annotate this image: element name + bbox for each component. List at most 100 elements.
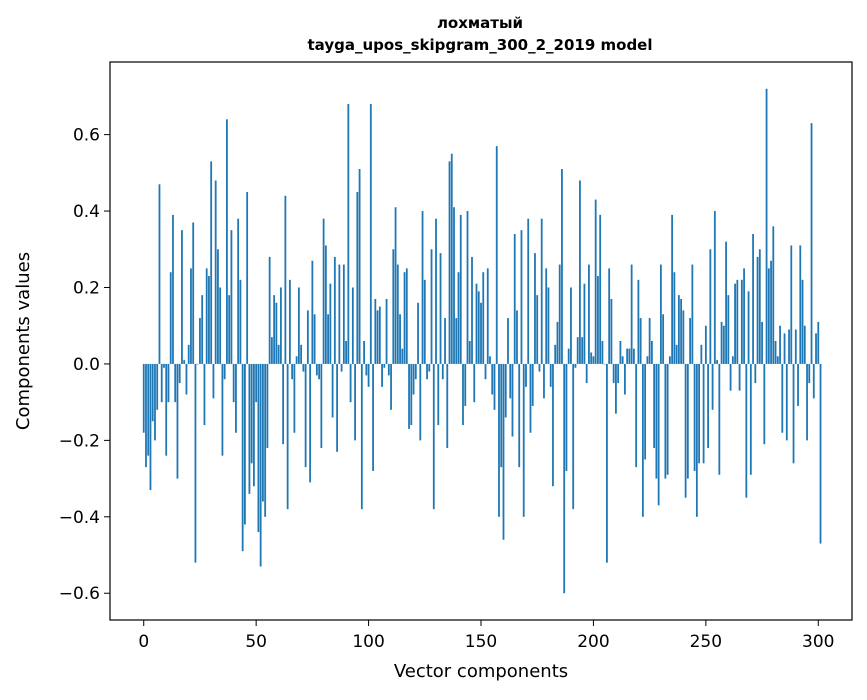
bar-109	[387, 363, 390, 376]
bar-204	[601, 341, 604, 364]
bar-248	[700, 344, 703, 364]
bar-138	[453, 207, 455, 364]
bar-83	[329, 283, 332, 364]
bar-149	[477, 291, 480, 364]
bar-194	[579, 180, 581, 364]
bar-10	[165, 363, 168, 456]
bar-278	[767, 268, 770, 364]
bar-120	[412, 363, 415, 395]
bar-79	[320, 363, 323, 449]
bar-49	[253, 363, 255, 487]
bar-26	[201, 295, 204, 364]
bar-119	[410, 363, 413, 426]
bar-174	[534, 253, 536, 364]
bar-268	[745, 363, 748, 498]
y-axis-ticks: −0.6 −0.4 −0.2 0.0 0.2 0.4 0.6	[59, 126, 110, 604]
bar-141	[459, 214, 462, 364]
bar-128	[430, 249, 433, 364]
bar-65	[288, 279, 291, 364]
bar-0	[142, 363, 145, 433]
bar-237	[675, 344, 678, 364]
bar-290	[794, 329, 797, 364]
bar-243	[689, 318, 692, 364]
bar-215	[626, 348, 629, 364]
bar-78	[318, 363, 321, 380]
bar-169	[522, 363, 525, 517]
bar-179	[545, 268, 548, 364]
bar-44	[241, 363, 244, 552]
bar-193	[576, 337, 579, 364]
bar-94	[354, 363, 356, 441]
bar-297	[810, 123, 813, 364]
bar-253	[711, 363, 714, 410]
bar-2	[147, 363, 150, 456]
bar-154	[489, 356, 491, 364]
bar-263	[734, 283, 736, 364]
bar-242	[686, 363, 689, 479]
bar-296	[808, 363, 811, 384]
bar-9	[163, 363, 165, 368]
bar-45	[244, 363, 246, 525]
bar-25	[199, 318, 201, 364]
bar-series	[142, 88, 822, 594]
bar-140	[457, 272, 460, 364]
bar-295	[806, 363, 808, 441]
bar-81	[324, 245, 327, 364]
bar-103	[374, 298, 377, 364]
bar-50	[255, 363, 258, 403]
bar-139	[455, 318, 458, 364]
bar-31	[212, 363, 215, 399]
bar-104	[376, 310, 379, 364]
bar-255	[716, 360, 718, 364]
bar-11	[167, 363, 170, 403]
bar-195	[581, 337, 584, 364]
bar-292	[799, 245, 802, 364]
bar-124	[421, 211, 424, 364]
bar-14	[174, 363, 177, 403]
bar-162	[507, 318, 509, 364]
y-tick-label-0: −0.6	[59, 584, 100, 604]
bar-40	[232, 363, 235, 403]
bar-135	[446, 363, 449, 449]
bar-289	[792, 363, 795, 464]
bar-283	[779, 325, 781, 364]
bar-206	[606, 363, 608, 563]
bar-30	[210, 161, 213, 364]
bar-15	[176, 363, 179, 479]
bar-177	[540, 218, 543, 364]
y-tick-label-2: −0.2	[59, 431, 100, 451]
bar-225	[648, 318, 651, 364]
bar-130	[435, 218, 437, 364]
bar-95	[356, 191, 359, 364]
bar-235	[671, 214, 674, 364]
bar-20	[187, 344, 190, 364]
bar-3	[149, 363, 152, 491]
bar-265	[738, 363, 741, 391]
bar-239	[680, 298, 683, 364]
bar-183	[554, 344, 557, 364]
bar-37	[226, 119, 228, 364]
bar-250	[704, 325, 707, 364]
bar-178	[543, 363, 545, 399]
bar-27	[203, 363, 206, 426]
bar-254	[713, 211, 716, 364]
bar-282	[776, 356, 779, 364]
bar-59	[275, 302, 278, 364]
bar-84	[331, 363, 334, 418]
bar-147	[473, 363, 476, 403]
bar-72	[304, 363, 307, 468]
bar-262	[731, 356, 734, 364]
bar-219	[635, 363, 638, 468]
x-tick-label-0: 0	[138, 632, 149, 652]
bar-236	[673, 272, 676, 364]
bar-63	[284, 195, 287, 364]
bar-227	[653, 363, 656, 449]
bar-112	[394, 207, 397, 364]
bar-246	[695, 363, 698, 517]
y-tick-label-3: 0.0	[73, 355, 100, 375]
bar-22	[192, 222, 195, 364]
bar-13	[172, 214, 174, 364]
bar-21	[190, 268, 192, 364]
bar-218	[633, 348, 635, 364]
x-axis-ticks: 0 50 100 150 200 250 300	[138, 620, 834, 652]
